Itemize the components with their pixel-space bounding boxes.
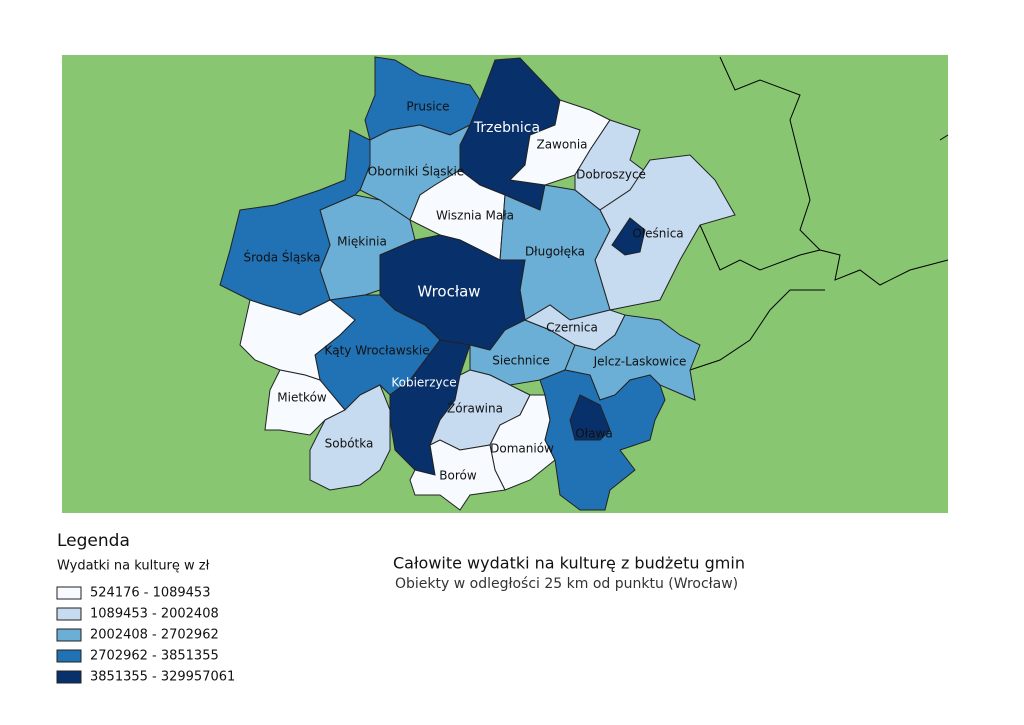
region [539,369,666,511]
legend-swatch [56,607,82,621]
region-label: Czernica [546,321,598,335]
border-lines [689,56,949,371]
region-label: Wrocław [417,283,480,301]
map-title: Całowite wydatki na kulturę z budżetu gm… [393,554,745,573]
region [409,439,506,511]
legend-label: 2002408 - 2702962 [90,628,219,643]
region-label: Miękinia [337,235,387,249]
legend-label: 1089453 - 2002408 [90,607,219,622]
region-label: Jelcz-Laskowice [593,355,687,369]
legend-label: 2702962 - 3851355 [90,649,219,664]
regions [219,56,736,511]
region-label: Zawonia [536,138,587,152]
region [611,217,646,256]
region-label: Długołęka [525,245,585,259]
region-label: Mietków [277,391,327,405]
legend-swatch [56,586,82,600]
region-label: Siechnice [492,354,549,368]
region-label: Oleśnica [632,227,683,241]
legend-label: 3851355 - 329957061 [90,670,235,685]
legend-swatch [56,628,82,642]
region-label: Oborniki Śląskie [368,164,464,179]
region-label: Środa Śląska [243,250,320,265]
legend-label: 524176 - 1089453 [90,586,210,601]
region-label: Prusice [406,100,449,114]
region-label: Trzebnica [473,120,540,136]
legend-rows: 524176 - 1089453 1089453 - 2002408 2002408… [56,586,235,685]
region [309,384,391,491]
region [264,369,346,436]
legend-title: Legenda [57,531,130,551]
region-label: Dobroszyce [576,168,646,182]
region-label: Borów [439,469,477,483]
region-label: Kobierzyce [391,376,456,390]
region-label: Sobótka [325,437,374,451]
region-label: Wisznia Mała [436,209,514,223]
region-label: Żórawina [447,401,503,416]
region-labels: Prusice Trzebnica Zawonia Dobroszyce Obo… [243,100,686,483]
legend-subtitle: Wydatki na kulturę w zł [57,559,210,574]
legend-swatch [56,649,82,663]
map-subtitle: Obiekty w odległości 25 km od punktu (Wr… [395,576,738,592]
legend-swatch [56,670,82,684]
region [489,394,556,491]
region-label: Oława [575,427,612,441]
region-label: Kąty Wrocławskie [324,344,429,358]
region-label: Domaniów [490,442,554,456]
region [569,394,611,441]
region [239,299,356,381]
